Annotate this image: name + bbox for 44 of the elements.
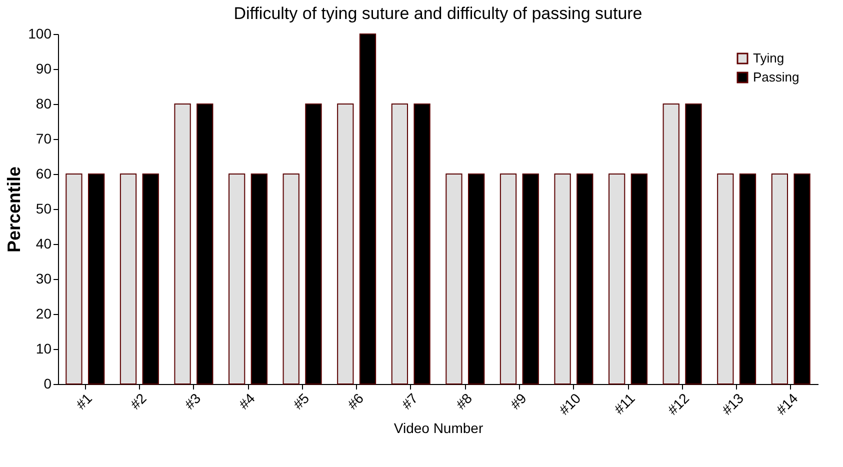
x-tick-label: #1 [72, 390, 96, 412]
bar [662, 104, 680, 384]
x-tick-label: #12 [664, 390, 692, 418]
x-tick-label: #2 [127, 390, 150, 412]
x-tick-label: #5 [290, 390, 312, 412]
x-tick-label: #11 [610, 390, 638, 418]
y-tick-label: 10 [36, 340, 52, 356]
bar [717, 174, 734, 384]
y-tick-label: 70 [36, 130, 52, 146]
bar [391, 104, 408, 384]
legend-label: Passing [753, 70, 800, 84]
y-axis-title: Percentile [4, 166, 24, 253]
y-tick-label: 50 [36, 200, 52, 216]
bar [500, 174, 517, 384]
x-tick-label: #8 [452, 390, 476, 412]
bar [228, 174, 246, 384]
x-tick-label: #10 [556, 390, 584, 418]
x-tick-label: #9 [507, 390, 530, 412]
y-tick-label: 40 [36, 236, 52, 252]
bar [174, 104, 191, 384]
bar [608, 174, 626, 384]
x-tick-label: #4 [236, 390, 258, 412]
y-tick-label: 90 [36, 60, 52, 76]
bar [771, 174, 788, 384]
x-tick-label: #7 [398, 390, 421, 412]
bar [446, 174, 462, 384]
bar [337, 104, 354, 384]
x-tick-label: #3 [181, 390, 204, 412]
y-tick-label: 0 [44, 376, 52, 392]
bar [554, 174, 571, 384]
legend-label: Tying [753, 50, 784, 66]
y-tick-label: 100 [28, 26, 52, 42]
y-tick-label: 20 [36, 306, 52, 322]
chart-title: Difficulty of tying suture and difficulty of passing suture [234, 4, 642, 23]
y-tick-label: 60 [36, 166, 52, 182]
x-tick-label: #14 [772, 390, 801, 418]
x-tick-label: #6 [344, 390, 367, 412]
bar [66, 174, 82, 384]
bar [282, 174, 300, 384]
y-tick-label: 80 [36, 96, 52, 112]
y-tick-label: 30 [36, 270, 52, 286]
x-tick-label: #13 [718, 390, 747, 418]
x-axis-title: Video Number [394, 420, 484, 436]
bar [120, 174, 137, 384]
